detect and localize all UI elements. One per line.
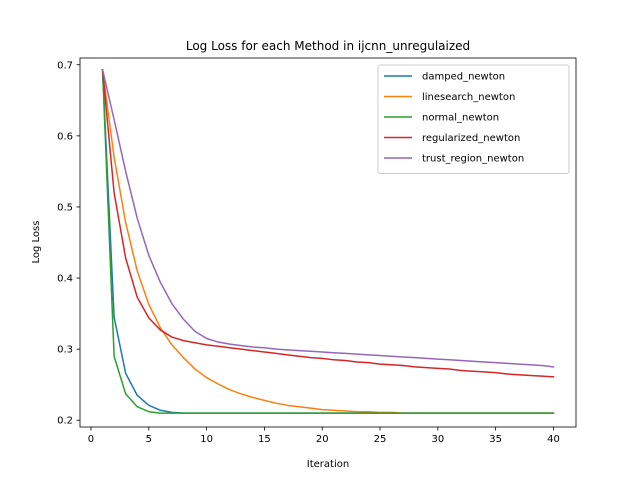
series-line-trust-region-newton bbox=[101, 68, 555, 368]
x-tick-label: 40 bbox=[547, 434, 560, 445]
y-tick-label: 0.7 bbox=[57, 60, 73, 71]
legend-label-damped-newton: damped_newton bbox=[422, 72, 505, 83]
legend: damped_newton linesearch_newton normal_new… bbox=[377, 64, 570, 174]
series-line-normal-newton bbox=[101, 68, 555, 414]
y-tick-label: 0.2 bbox=[57, 416, 73, 427]
x-tick-label: 5 bbox=[146, 434, 152, 445]
plot-frame bbox=[79, 57, 577, 428]
x-tick-label: 10 bbox=[200, 434, 213, 445]
series-line-regularized-newton bbox=[101, 68, 555, 378]
chart-title: Log Loss for each Method in ijcnn_unregu… bbox=[186, 39, 470, 53]
y-axis-title: Log Loss bbox=[31, 221, 42, 264]
x-tick-label: 35 bbox=[489, 434, 502, 445]
axes-layer: 0 5 10 15 20 25 30 35 40 0.2 0.3 0.4 0.5 0.6 0.7 bbox=[57, 57, 577, 445]
x-axis-title: Iteration bbox=[307, 459, 349, 470]
legend-label-regularized-newton: regularized_newton bbox=[422, 133, 520, 144]
x-tick-label: 25 bbox=[374, 434, 387, 445]
x-tick-label: 0 bbox=[88, 434, 94, 445]
series-layer bbox=[101, 68, 555, 414]
y-tick-label: 0.5 bbox=[57, 202, 73, 213]
y-tick-label: 0.6 bbox=[57, 131, 73, 142]
x-tick-label: 20 bbox=[316, 434, 329, 445]
legend-box bbox=[377, 64, 570, 174]
legend-label-trust-region-newton: trust_region_newton bbox=[422, 154, 524, 165]
x-tick-label: 15 bbox=[258, 434, 271, 445]
legend-label-linesearch-newton: linesearch_newton bbox=[422, 92, 515, 103]
y-tick-label: 0.4 bbox=[57, 274, 73, 285]
y-tick-label: 0.3 bbox=[57, 345, 73, 356]
x-tick-label: 30 bbox=[431, 434, 444, 445]
legend-label-normal-newton: normal_newton bbox=[422, 113, 499, 124]
